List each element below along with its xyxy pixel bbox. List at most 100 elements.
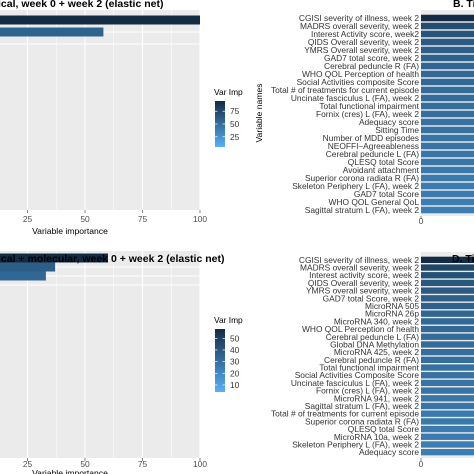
plot-panel-A bbox=[0, 10, 200, 210]
category-label: WHO QOL Perception of health bbox=[302, 324, 419, 334]
category-label: Uncinate fasciculus L (FA), week 2 bbox=[291, 378, 420, 388]
legend-tick-label: 75 bbox=[230, 106, 240, 116]
x-axis-label: Variable importance bbox=[32, 468, 108, 474]
bar bbox=[421, 402, 474, 410]
panel-title-B: B. Tier 1, clini bbox=[453, 0, 474, 10]
bar bbox=[421, 433, 474, 440]
bar bbox=[0, 271, 46, 281]
bar bbox=[421, 118, 474, 126]
bar bbox=[421, 356, 474, 363]
category-label: Skeleton Periphery L (FA), week 2 bbox=[292, 439, 419, 449]
bar bbox=[421, 441, 474, 448]
x-tick-label: 50 bbox=[80, 214, 90, 224]
legend-title: Var Imp bbox=[214, 315, 243, 325]
category-label: Social Activities composite Score bbox=[297, 77, 420, 87]
plot-panel-C bbox=[0, 251, 200, 458]
category-label: Sitting Time bbox=[375, 125, 419, 135]
legend-tick-label: 50 bbox=[230, 333, 240, 343]
bar bbox=[421, 198, 474, 206]
bar bbox=[421, 341, 474, 348]
category-label: MADRS overall severity, week 2 bbox=[300, 21, 419, 31]
legend-tick-label: 25 bbox=[230, 132, 240, 142]
legend-tick-label: 30 bbox=[230, 357, 240, 367]
category-label: GAD7 total Score, week 2 bbox=[323, 293, 420, 303]
bar bbox=[421, 30, 474, 38]
category-label: YMRS overall severity, week 2 bbox=[306, 286, 419, 296]
category-label: QIDS Overall severity, week 2 bbox=[308, 278, 419, 288]
bar bbox=[421, 364, 474, 371]
bar bbox=[421, 333, 474, 340]
category-label: GAD7 total score, week 2 bbox=[324, 53, 419, 63]
x-tick-label: 0 bbox=[419, 216, 424, 226]
bar bbox=[421, 449, 474, 456]
category-label: Uncinate fasciculus L (FA), week 2 bbox=[291, 93, 420, 103]
category-label: CGISI severity of illness, week 2 bbox=[299, 13, 419, 23]
category-label: WHO QOL Perception of health bbox=[302, 69, 419, 79]
x-tick-label: 0 bbox=[419, 459, 424, 469]
category-label: QLESQ total Score bbox=[348, 424, 420, 434]
bar bbox=[421, 272, 474, 279]
x-tick-label: 75 bbox=[138, 214, 148, 224]
x-tick-label: 75 bbox=[138, 459, 148, 469]
x-tick-label: 50 bbox=[80, 459, 90, 469]
category-label: Interest Activity score, week2 bbox=[311, 29, 419, 39]
bar bbox=[421, 264, 474, 271]
bar bbox=[421, 102, 474, 110]
bar bbox=[421, 22, 474, 30]
bar bbox=[421, 94, 474, 102]
bar bbox=[421, 14, 474, 22]
category-label: Social Activities Composite Score bbox=[295, 370, 420, 380]
bar bbox=[0, 262, 56, 272]
bar bbox=[421, 182, 474, 190]
legend-tick-label: 50 bbox=[230, 119, 240, 129]
bar bbox=[421, 54, 474, 62]
bar bbox=[421, 70, 474, 78]
bar bbox=[0, 15, 200, 25]
bar bbox=[421, 134, 474, 142]
legend-title: Var Imp bbox=[214, 87, 243, 97]
category-label: CGISI severity of illness, week 2 bbox=[299, 255, 419, 265]
bar bbox=[421, 256, 474, 263]
bar bbox=[421, 110, 474, 118]
bar bbox=[421, 295, 474, 302]
x-axis-label: Variable importance bbox=[32, 226, 108, 236]
category-label: MicroRNA 10a, week 2 bbox=[334, 432, 420, 442]
category-label: MicroRNA 425, week 2 bbox=[334, 347, 420, 357]
bar bbox=[421, 425, 474, 433]
bar bbox=[421, 418, 474, 425]
category-label: MicroRNA 505 bbox=[365, 301, 419, 311]
panel-title-A: ical, week 0 + week 2 (elastic net) bbox=[0, 0, 163, 10]
category-label: YMRS Overall severity, week 2 bbox=[304, 45, 419, 55]
bar bbox=[421, 150, 474, 158]
bar bbox=[421, 379, 474, 387]
legend-tick-label: 10 bbox=[230, 380, 240, 390]
category-label: Interest activity score, week 2 bbox=[309, 270, 419, 280]
category-label: NEOFFI–Agreeableness bbox=[328, 141, 419, 151]
category-label: Cerebral peduncle R (FA) bbox=[324, 355, 419, 365]
bar bbox=[421, 372, 474, 379]
category-label: QLESQ total Score bbox=[348, 157, 420, 167]
category-label: WHO QOL General QoL bbox=[329, 197, 420, 207]
category-label: GAD7 total Score bbox=[354, 189, 420, 199]
category-label: Total # of treatments for current episod… bbox=[271, 409, 419, 419]
x-tick-label: 100 bbox=[193, 214, 207, 224]
category-label: MicroRNA 941, week 2 bbox=[334, 393, 420, 403]
category-label: Total functional impairment bbox=[319, 363, 419, 373]
category-label: Cerebral peduncle L (FA) bbox=[326, 332, 419, 342]
x-tick-label: 25 bbox=[23, 459, 33, 469]
x-tick-label: 25 bbox=[23, 214, 33, 224]
category-label: Cerebral peduncle L (FA) bbox=[326, 149, 419, 159]
panel-title-D: D. Tier 1, all, w bbox=[452, 253, 474, 265]
bar bbox=[421, 318, 474, 325]
category-label: MADRS overall severity, week 2 bbox=[300, 263, 419, 273]
bar bbox=[421, 302, 474, 310]
bar bbox=[421, 310, 474, 317]
bar bbox=[421, 349, 474, 356]
bar bbox=[421, 126, 474, 134]
category-label: Superior corona radiata R (FA) bbox=[305, 173, 419, 183]
bar bbox=[421, 395, 474, 402]
category-label: Adequacy score bbox=[359, 447, 419, 457]
category-label: Total # of treatments for current episod… bbox=[271, 85, 419, 95]
y-axis-label: Variable names bbox=[254, 83, 264, 142]
